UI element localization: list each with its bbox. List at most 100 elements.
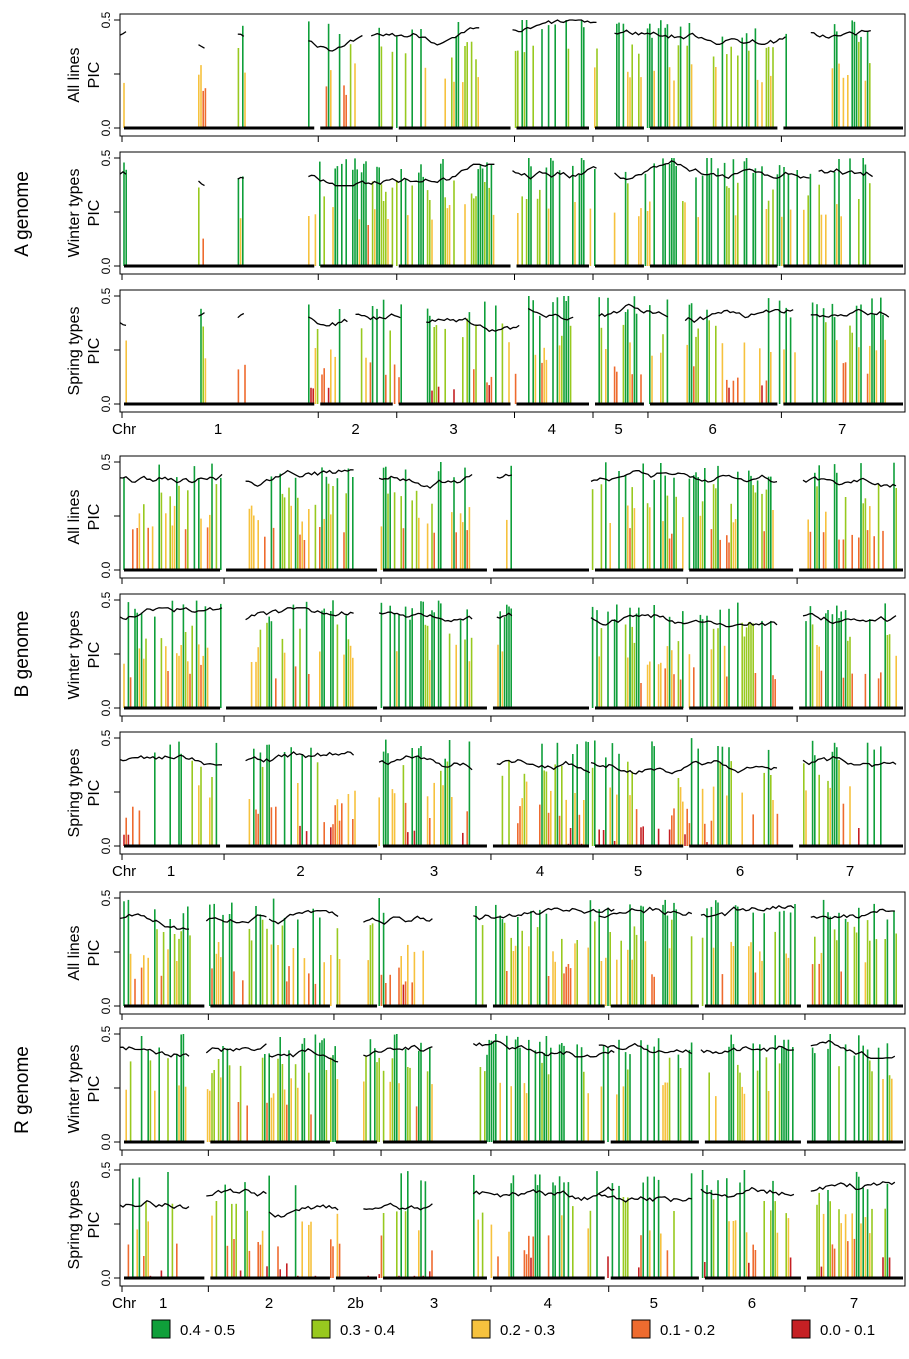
legend-label: 0.1 - 0.2 bbox=[660, 1322, 715, 1339]
y-axis-label: PIC bbox=[86, 338, 103, 365]
moving-average-line bbox=[370, 27, 480, 46]
chromosome-label: 2 bbox=[296, 863, 304, 880]
legend-label: 0.3 - 0.4 bbox=[340, 1322, 395, 1339]
legend-swatch bbox=[631, 1319, 651, 1339]
moving-average-line bbox=[245, 469, 354, 487]
legend-swatch bbox=[311, 1319, 331, 1339]
moving-average-line bbox=[598, 906, 693, 919]
moving-average-line bbox=[205, 914, 267, 924]
legend-swatch bbox=[151, 1319, 171, 1339]
y-tick-label: 0.5 bbox=[99, 453, 113, 470]
panel-name: All lines bbox=[66, 47, 83, 102]
genome-label: A genome bbox=[12, 171, 33, 257]
y-axis-label: PIC bbox=[86, 940, 103, 967]
chromosome-label: 4 bbox=[544, 1295, 552, 1312]
y-tick-label: 0.0 bbox=[99, 997, 113, 1014]
moving-average-line bbox=[472, 1040, 615, 1058]
chromosome-label: 2b bbox=[347, 1295, 364, 1312]
chromosome-label: 6 bbox=[748, 1295, 756, 1312]
y-tick-label: 0.5 bbox=[99, 591, 113, 608]
panel-name: Spring types bbox=[66, 749, 83, 838]
moving-average-line bbox=[810, 1039, 896, 1059]
moving-average-line bbox=[614, 29, 786, 45]
moving-average-line bbox=[512, 165, 597, 180]
moving-average-line bbox=[426, 317, 520, 333]
moving-average-line bbox=[119, 170, 127, 175]
moving-average-line bbox=[205, 1043, 267, 1054]
moving-average-line bbox=[527, 307, 574, 321]
chromosome-label: 7 bbox=[838, 421, 846, 438]
panel-name: All lines bbox=[66, 925, 83, 980]
moving-average-line bbox=[700, 1045, 794, 1055]
panel-name: Winter types bbox=[66, 611, 83, 700]
y-tick-label: 0.0 bbox=[99, 257, 113, 274]
moving-average-line bbox=[245, 607, 354, 621]
moving-average-line bbox=[268, 909, 339, 925]
legend-label: 0.2 - 0.3 bbox=[500, 1322, 555, 1339]
y-tick-label: 0.5 bbox=[99, 729, 113, 746]
chr-axis-title: Chr bbox=[112, 1295, 136, 1312]
panel-name: Winter types bbox=[66, 1045, 83, 1134]
panel-name: Winter types bbox=[66, 169, 83, 258]
y-tick-label: 0.5 bbox=[99, 149, 113, 166]
panel-frame bbox=[119, 151, 906, 275]
chromosome-label: 1 bbox=[214, 421, 222, 438]
chromosome-label: 3 bbox=[430, 863, 438, 880]
y-tick-label: 0.0 bbox=[99, 1133, 113, 1150]
y-tick-label: 0.0 bbox=[99, 395, 113, 412]
y-axis-label: PIC bbox=[86, 642, 103, 669]
panel-name: Spring types bbox=[66, 307, 83, 396]
moving-average-line bbox=[119, 473, 223, 484]
moving-average-line bbox=[496, 473, 512, 479]
y-axis-label: PIC bbox=[86, 1076, 103, 1103]
moving-average-line bbox=[308, 34, 363, 52]
moving-average-line bbox=[245, 751, 355, 763]
moving-average-line bbox=[119, 754, 222, 766]
chromosome-label: 6 bbox=[709, 421, 717, 438]
moving-average-line bbox=[378, 611, 473, 623]
panel-frame bbox=[119, 731, 906, 855]
chromosome-label: 6 bbox=[736, 863, 744, 880]
moving-average-line bbox=[598, 303, 669, 318]
chromosome-label: 3 bbox=[449, 421, 457, 438]
legend-swatch bbox=[471, 1319, 491, 1339]
y-axis-label: PIC bbox=[86, 780, 103, 807]
moving-average-line bbox=[512, 19, 597, 33]
chromosome-label: 7 bbox=[850, 1295, 858, 1312]
moving-average-line bbox=[496, 758, 591, 774]
y-tick-label: 0.0 bbox=[99, 837, 113, 854]
panel-frame bbox=[119, 455, 906, 579]
y-axis-label: PIC bbox=[86, 62, 103, 89]
moving-average-line bbox=[810, 908, 895, 920]
moving-average-line bbox=[598, 1193, 692, 1203]
chromosome-label: 2 bbox=[351, 421, 359, 438]
y-tick-label: 0.5 bbox=[99, 287, 113, 304]
chromosome-label: 2 bbox=[265, 1295, 273, 1312]
moving-average-line bbox=[614, 160, 810, 181]
y-tick-label: 0.0 bbox=[99, 1269, 113, 1286]
y-tick-label: 0.5 bbox=[99, 11, 113, 28]
moving-average-line bbox=[684, 308, 794, 324]
moving-average-line bbox=[378, 473, 473, 489]
moving-average-line bbox=[700, 1186, 795, 1198]
chromosome-label: 4 bbox=[548, 421, 556, 438]
y-tick-label: 0.0 bbox=[99, 119, 113, 136]
y-tick-label: 0.5 bbox=[99, 1025, 113, 1042]
moving-average-line bbox=[472, 1186, 615, 1202]
chromosome-label: 1 bbox=[159, 1295, 167, 1312]
panel-frame bbox=[119, 13, 906, 137]
moving-average-line bbox=[268, 1204, 339, 1218]
moving-average-line bbox=[590, 470, 778, 483]
